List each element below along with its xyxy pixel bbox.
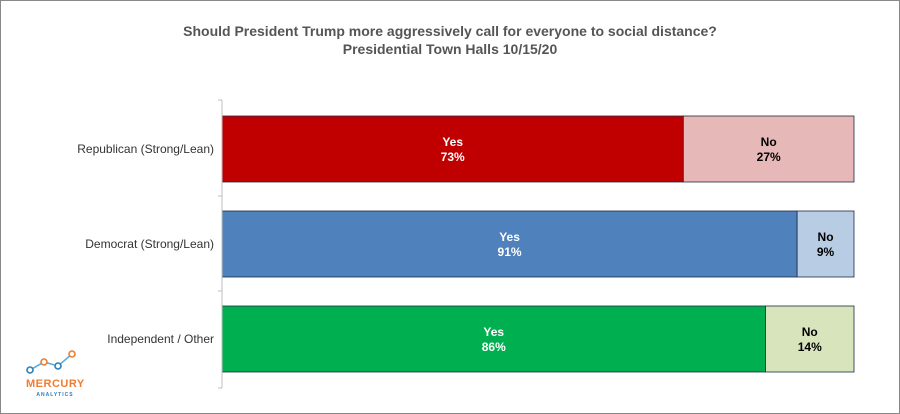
chart-title-line: Should President Trump more aggressively… bbox=[183, 23, 717, 39]
bar-value-label: 14% bbox=[798, 340, 822, 354]
bar-series-label: Yes bbox=[483, 325, 504, 339]
bar-series-label: No bbox=[818, 230, 834, 244]
bar-series-label: Yes bbox=[442, 135, 463, 149]
mercury-logo: MERCURY ANALYTICS bbox=[26, 348, 96, 404]
chart-title: Should President Trump more aggressively… bbox=[0, 22, 900, 58]
bar-segment-no bbox=[796, 210, 855, 278]
category-label: Independent / Other bbox=[107, 332, 214, 346]
chart-subtitle: Presidential Town Halls 10/15/20 bbox=[342, 41, 558, 57]
logo-name: MERCURY bbox=[26, 378, 85, 390]
logo-graph-icon bbox=[26, 350, 76, 374]
bar-segment-yes bbox=[221, 115, 684, 183]
bar-value-label: 86% bbox=[482, 340, 506, 354]
bar-value-label: 91% bbox=[498, 245, 522, 259]
bar-segment-no bbox=[765, 305, 855, 373]
bar-segment-yes bbox=[221, 210, 798, 278]
category-label: Democrat (Strong/Lean) bbox=[85, 237, 214, 251]
category-label: Republican (Strong/Lean) bbox=[77, 142, 214, 156]
bar-value-label: 27% bbox=[757, 150, 781, 164]
logo-tagline: ANALYTICS bbox=[36, 392, 74, 398]
bar-segment-no bbox=[682, 115, 855, 183]
bar-value-label: 9% bbox=[817, 245, 835, 259]
bar-value-label: 73% bbox=[441, 150, 465, 164]
bar-series-label: No bbox=[802, 325, 818, 339]
bar-segment-yes bbox=[221, 305, 766, 373]
bar-series-label: Yes bbox=[499, 230, 520, 244]
bar-series-label: No bbox=[761, 135, 777, 149]
